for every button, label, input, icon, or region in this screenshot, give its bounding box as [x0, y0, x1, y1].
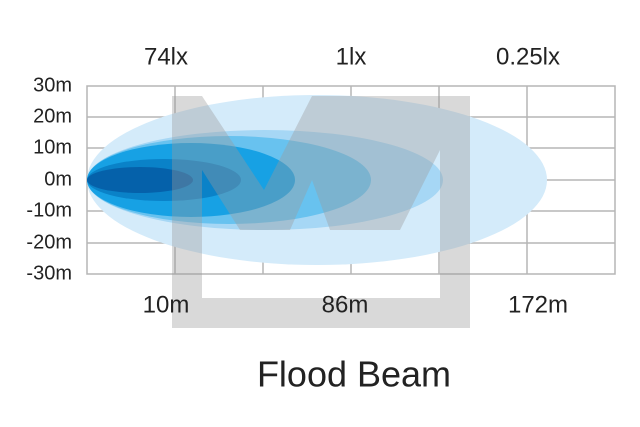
y-label: 20m	[33, 105, 72, 127]
labels: 74lx 1lx 0.25lx 10m 86m 172m Flood Beam	[143, 43, 568, 394]
y-label: -10m	[26, 199, 72, 221]
watermark	[172, 96, 470, 328]
lux-label: 0.25lx	[496, 43, 560, 70]
distance-label: 172m	[508, 291, 568, 318]
beam-zone	[87, 167, 193, 193]
y-label: -30m	[26, 262, 72, 284]
y-label: 30m	[33, 74, 72, 96]
y-label: 0m	[44, 168, 72, 190]
lux-label: 74lx	[144, 43, 188, 70]
distance-label: 86m	[322, 291, 369, 318]
y-label: -20m	[26, 231, 72, 253]
distance-label: 10m	[143, 291, 190, 318]
beam	[87, 95, 547, 265]
lux-label: 1lx	[336, 43, 367, 70]
y-label: 10m	[33, 136, 72, 158]
diagram-title: Flood Beam	[257, 354, 451, 395]
